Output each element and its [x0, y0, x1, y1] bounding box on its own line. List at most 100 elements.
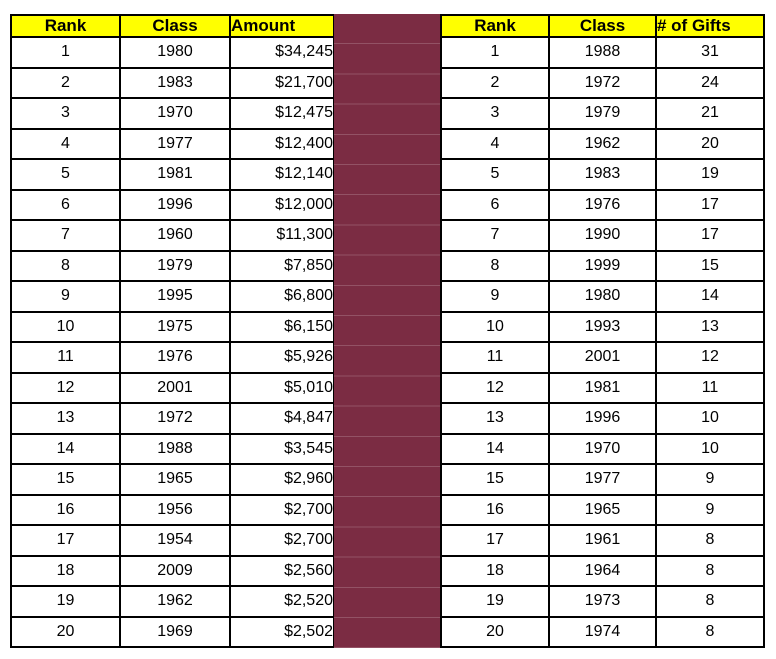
table-cell: 1974 — [548, 615, 657, 648]
table-cell: $2,560 — [229, 554, 335, 587]
table-cell: $2,502 — [229, 615, 335, 648]
table-row: 20 1969 $2,502 — [10, 615, 335, 648]
table-cell: 1980 — [548, 280, 657, 313]
table-cell: 1976 — [548, 188, 657, 221]
table-cell: 1973 — [548, 585, 657, 618]
table-cell: 1975 — [119, 310, 231, 343]
table-row: 18 1964 8 — [440, 554, 765, 587]
table-cell: $6,800 — [229, 280, 335, 313]
table-row: 18 2009 $2,560 — [10, 554, 335, 587]
table-cell: 1969 — [119, 615, 231, 648]
table-cell: $7,850 — [229, 249, 335, 282]
table-cell: 15 — [440, 463, 550, 496]
table-row: 4 1962 20 — [440, 127, 765, 160]
table-cell: 1981 — [548, 371, 657, 404]
column-header-rank: Rank — [440, 14, 550, 38]
table-cell: 1996 — [548, 402, 657, 435]
table-cell: 1990 — [548, 219, 657, 252]
table-cell: 17 — [10, 524, 121, 557]
table-cell: 1988 — [119, 432, 231, 465]
table-row: 7 1990 17 — [440, 219, 765, 252]
table-cell: 1964 — [548, 554, 657, 587]
table-cell: 1976 — [119, 341, 231, 374]
table-cell: 5 — [440, 158, 550, 191]
table-cell: 13 — [10, 402, 121, 435]
table-cell: 1965 — [548, 493, 657, 526]
table-cell: 7 — [10, 219, 121, 252]
table-row: 20 1974 8 — [440, 615, 765, 648]
table-row: 4 1977 $12,400 — [10, 127, 335, 160]
table-cell: 12 — [655, 341, 765, 374]
gifts-table-header-row: Rank Class # of Gifts — [440, 14, 765, 38]
table-row: 15 1977 9 — [440, 463, 765, 496]
table-row: 8 1999 15 — [440, 249, 765, 282]
table-row: 9 1980 14 — [440, 280, 765, 313]
table-cell: 5 — [10, 158, 121, 191]
table-cell: 31 — [655, 36, 765, 69]
table-cell: 19 — [440, 585, 550, 618]
table-cell: 1980 — [119, 36, 231, 69]
table-cell: 17 — [440, 524, 550, 557]
amount-table-header-row: Rank Class Amount — [10, 14, 335, 38]
table-cell: $12,400 — [229, 127, 335, 160]
maroon-separator-column — [334, 14, 440, 648]
table-cell: 13 — [440, 402, 550, 435]
table-cell: 8 — [655, 524, 765, 557]
table-row: 12 2001 $5,010 — [10, 371, 335, 404]
table-cell: 4 — [10, 127, 121, 160]
table-row: 3 1970 $12,475 — [10, 97, 335, 130]
table-cell: 1977 — [119, 127, 231, 160]
table-cell: $6,150 — [229, 310, 335, 343]
gifts-table: Rank Class # of Gifts 1 1988 31 2 1972 24 3 1979 2… — [440, 14, 765, 648]
table-cell: 1979 — [119, 249, 231, 282]
table-cell: 15 — [655, 249, 765, 282]
table-cell: 13 — [655, 310, 765, 343]
table-cell: $4,847 — [229, 402, 335, 435]
table-row: 16 1965 9 — [440, 493, 765, 526]
table-cell: 1965 — [119, 463, 231, 496]
table-row: 5 1981 $12,140 — [10, 158, 335, 191]
table-cell: 12 — [10, 371, 121, 404]
table-cell: $34,245 — [229, 36, 335, 69]
table-cell: 21 — [655, 97, 765, 130]
table-row: 2 1983 $21,700 — [10, 66, 335, 99]
table-cell: 1983 — [119, 66, 231, 99]
table-cell: 1 — [440, 36, 550, 69]
table-cell: 9 — [10, 280, 121, 313]
table-cell: 1970 — [119, 97, 231, 130]
table-cell: 1979 — [548, 97, 657, 130]
table-cell: 1972 — [119, 402, 231, 435]
table-cell: 16 — [10, 493, 121, 526]
table-cell: 8 — [440, 249, 550, 282]
table-cell: 2 — [10, 66, 121, 99]
table-row: 11 2001 12 — [440, 341, 765, 374]
table-cell: 19 — [655, 158, 765, 191]
table-row: 6 1996 $12,000 — [10, 188, 335, 221]
table-cell: $21,700 — [229, 66, 335, 99]
table-cell: 20 — [10, 615, 121, 648]
table-cell: $2,520 — [229, 585, 335, 618]
table-cell: 1999 — [548, 249, 657, 282]
table-cell: 15 — [10, 463, 121, 496]
table-cell: 12 — [440, 371, 550, 404]
table-cell: 1961 — [548, 524, 657, 557]
table-cell: $2,700 — [229, 524, 335, 557]
table-cell: 17 — [655, 188, 765, 221]
table-row: 1 1980 $34,245 — [10, 36, 335, 69]
table-cell: 2001 — [548, 341, 657, 374]
table-row: 16 1956 $2,700 — [10, 493, 335, 526]
table-cell: 9 — [655, 493, 765, 526]
table-row: 17 1954 $2,700 — [10, 524, 335, 557]
amount-table: Rank Class Amount 1 1980 $34,245 2 1983 $21,700… — [10, 14, 335, 648]
table-cell: 1 — [10, 36, 121, 69]
table-cell: 8 — [655, 585, 765, 618]
table-cell: 1954 — [119, 524, 231, 557]
column-header-of-gifts: # of Gifts — [655, 14, 765, 38]
table-cell: 2001 — [119, 371, 231, 404]
table-cell: 2 — [440, 66, 550, 99]
table-cell: 14 — [440, 432, 550, 465]
table-cell: 8 — [655, 615, 765, 648]
table-cell: 11 — [655, 371, 765, 404]
table-cell: 8 — [10, 249, 121, 282]
